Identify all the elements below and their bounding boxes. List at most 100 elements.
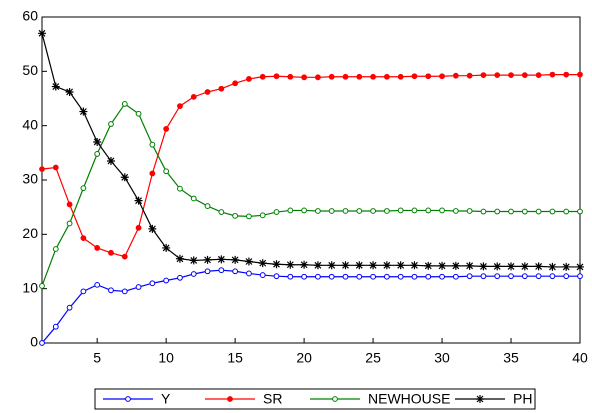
point bbox=[343, 274, 348, 279]
point bbox=[135, 197, 143, 205]
point bbox=[384, 274, 389, 279]
point bbox=[467, 209, 472, 214]
point bbox=[548, 263, 556, 271]
y-tick-label: 20 bbox=[22, 225, 38, 241]
point bbox=[578, 72, 583, 77]
point bbox=[81, 186, 86, 191]
point bbox=[343, 209, 348, 214]
point bbox=[426, 274, 431, 279]
point bbox=[53, 324, 58, 329]
point bbox=[481, 274, 486, 279]
point bbox=[53, 165, 58, 170]
point bbox=[550, 72, 555, 77]
point bbox=[52, 83, 60, 91]
point bbox=[66, 88, 74, 96]
point bbox=[522, 274, 527, 279]
x-tick-label: 40 bbox=[572, 350, 588, 366]
point bbox=[412, 208, 417, 213]
point bbox=[260, 273, 265, 278]
x-tick-label: 20 bbox=[296, 350, 312, 366]
point bbox=[247, 214, 252, 219]
point bbox=[40, 167, 45, 172]
point bbox=[259, 259, 267, 267]
point bbox=[481, 209, 486, 214]
point bbox=[495, 73, 500, 78]
point bbox=[424, 262, 432, 270]
point bbox=[288, 208, 293, 213]
point bbox=[329, 274, 334, 279]
point bbox=[481, 73, 486, 78]
point bbox=[164, 278, 169, 283]
point bbox=[93, 138, 101, 146]
legend-label: NEWHOUSE bbox=[368, 391, 450, 407]
point bbox=[357, 209, 362, 214]
x-tick-label: 10 bbox=[158, 350, 174, 366]
point bbox=[302, 75, 307, 80]
point bbox=[536, 274, 541, 279]
point bbox=[329, 209, 334, 214]
point bbox=[479, 262, 487, 270]
point bbox=[521, 262, 529, 270]
point bbox=[260, 74, 265, 79]
point bbox=[274, 74, 279, 79]
point bbox=[536, 209, 541, 214]
point bbox=[233, 213, 238, 218]
point bbox=[109, 122, 114, 127]
point bbox=[536, 73, 541, 78]
point bbox=[564, 72, 569, 77]
point bbox=[341, 261, 349, 269]
point bbox=[178, 186, 183, 191]
point bbox=[343, 74, 348, 79]
point bbox=[67, 221, 72, 226]
point bbox=[205, 204, 210, 209]
point bbox=[247, 271, 252, 276]
point bbox=[315, 209, 320, 214]
point bbox=[509, 73, 514, 78]
point bbox=[219, 210, 224, 215]
x-tick-label: 30 bbox=[434, 350, 450, 366]
point bbox=[273, 260, 281, 268]
point bbox=[300, 261, 308, 269]
point bbox=[357, 274, 362, 279]
point bbox=[493, 262, 501, 270]
x-tick-label: 35 bbox=[503, 350, 519, 366]
point bbox=[95, 246, 100, 251]
point bbox=[176, 255, 184, 263]
point bbox=[302, 274, 307, 279]
point bbox=[576, 263, 584, 271]
point bbox=[40, 341, 45, 346]
point bbox=[122, 102, 127, 107]
point bbox=[453, 73, 458, 78]
point bbox=[328, 261, 336, 269]
point bbox=[150, 171, 155, 176]
point bbox=[440, 74, 445, 79]
point bbox=[67, 305, 72, 310]
point bbox=[81, 289, 86, 294]
x-tick-label: 5 bbox=[93, 350, 101, 366]
y-tick-label: 0 bbox=[30, 334, 38, 350]
point bbox=[191, 272, 196, 277]
point bbox=[67, 202, 72, 207]
series-line bbox=[42, 104, 580, 286]
point bbox=[369, 261, 377, 269]
point bbox=[107, 157, 115, 165]
point bbox=[357, 74, 362, 79]
point bbox=[314, 261, 322, 269]
point bbox=[205, 90, 210, 95]
point bbox=[426, 74, 431, 79]
point bbox=[286, 261, 294, 269]
point bbox=[178, 104, 183, 109]
point bbox=[205, 269, 210, 274]
point bbox=[398, 274, 403, 279]
point bbox=[53, 247, 58, 252]
point bbox=[219, 268, 224, 273]
point bbox=[522, 209, 527, 214]
point bbox=[95, 152, 100, 157]
point bbox=[383, 261, 391, 269]
point bbox=[121, 173, 129, 181]
legend-label: Y bbox=[161, 391, 171, 407]
point bbox=[578, 274, 583, 279]
point bbox=[412, 74, 417, 79]
x-tick-label: 25 bbox=[365, 350, 381, 366]
point bbox=[453, 274, 458, 279]
